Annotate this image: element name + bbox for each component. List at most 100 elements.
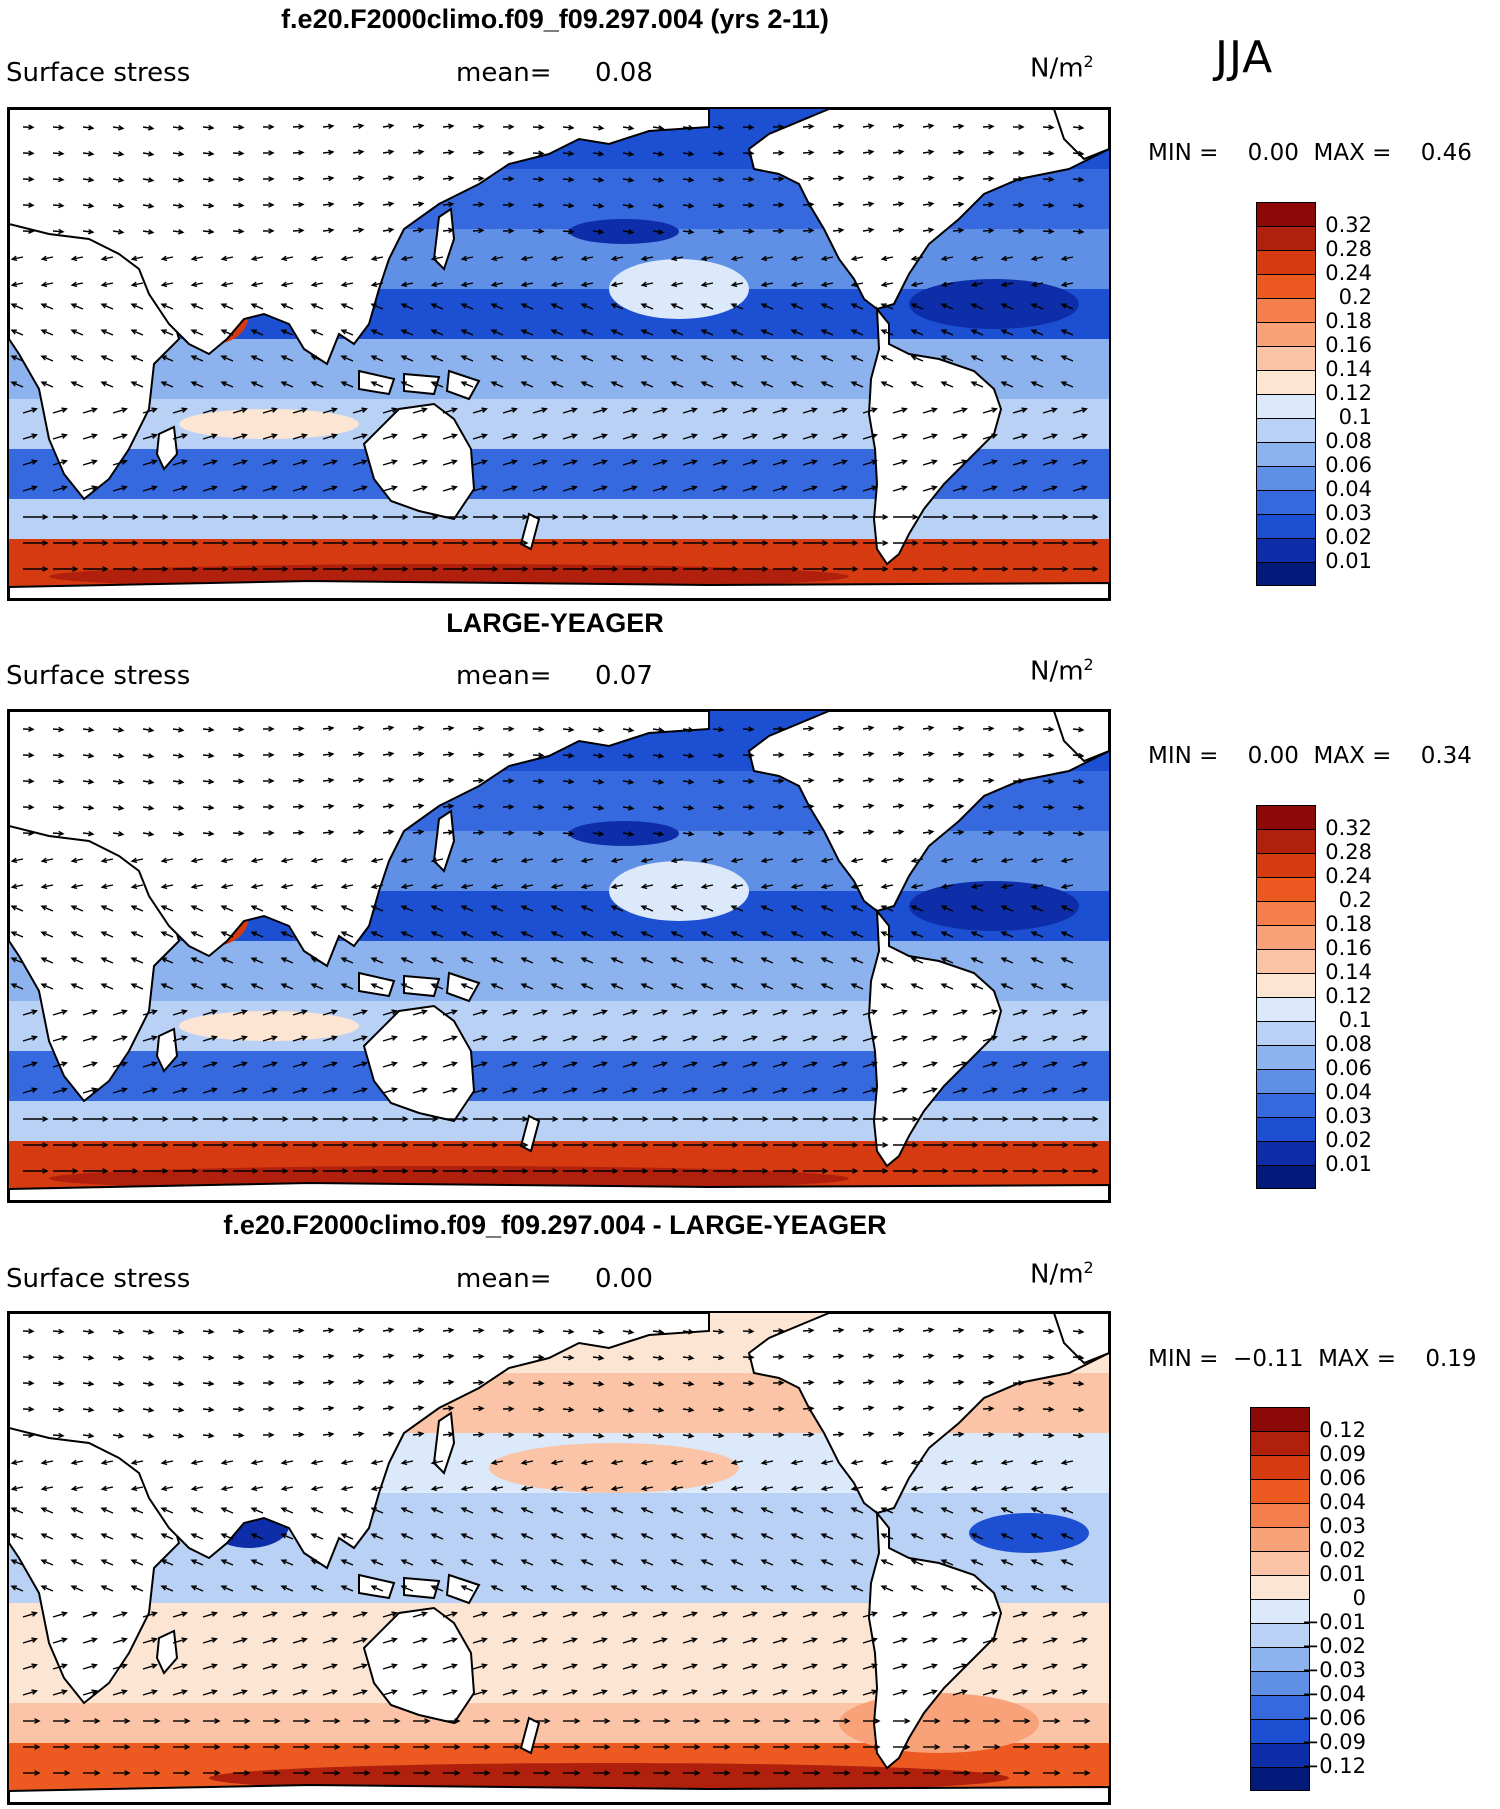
vector-arrowhead — [1030, 1533, 1037, 1539]
vector-arrow — [352, 1612, 367, 1618]
vector-arrowhead — [1000, 905, 1007, 911]
vector-arrowhead — [972, 514, 979, 520]
vector-arrowhead — [1051, 407, 1058, 413]
vector-arrow — [712, 832, 724, 835]
vector-arrowhead — [880, 355, 887, 361]
vector-arrowhead — [642, 540, 649, 546]
coastline — [155, 1027, 179, 1073]
vector-arrow — [1031, 355, 1044, 362]
vector-arrowhead — [957, 725, 965, 732]
vector-arrow — [172, 1062, 187, 1068]
mean-value: 0.00 — [595, 1264, 653, 1294]
vector-arrowhead — [544, 1718, 551, 1724]
vector-arrow — [461, 983, 474, 990]
vector-arrow — [731, 1533, 744, 1540]
vector-arrow — [682, 754, 693, 757]
vector-arrowhead — [970, 883, 978, 890]
vector-arrowhead — [964, 1718, 971, 1724]
colorbar-swatch — [1250, 1743, 1310, 1767]
vector-arrow — [742, 1612, 757, 1618]
vector-arrow — [262, 1664, 277, 1670]
vector-arrowhead — [1051, 1061, 1058, 1067]
vector-arrow — [611, 1585, 624, 1592]
vector-arrow — [912, 858, 924, 862]
vector-arrow — [232, 1330, 244, 1333]
vector-arrowhead — [721, 1035, 728, 1041]
vector-arrow — [701, 905, 714, 912]
vector-arrowhead — [271, 1061, 278, 1067]
vector-arrowhead — [867, 201, 875, 207]
vector-arrowhead — [991, 1009, 998, 1015]
vector-arrow — [22, 1612, 37, 1618]
vector-arrowhead — [850, 1533, 857, 1539]
vector-arrowhead — [147, 1407, 155, 1413]
vector-arrowhead — [552, 1142, 559, 1148]
vector-arrowhead — [627, 177, 635, 183]
vector-arrowhead — [160, 303, 167, 309]
vector-arrowhead — [508, 1354, 515, 1360]
vector-arrow — [112, 1408, 123, 1412]
vector-arrowhead — [327, 1431, 335, 1438]
vector-arrow — [1031, 957, 1044, 964]
vector-arrowhead — [610, 905, 617, 911]
vector-arrowhead — [310, 329, 317, 335]
vector-arrowhead — [151, 1689, 158, 1695]
vector-arrowhead — [430, 883, 438, 890]
vector-arrowhead — [991, 485, 998, 491]
vector-arrow — [352, 1010, 367, 1016]
vector-arrow — [352, 460, 367, 466]
vector-arrow — [461, 957, 474, 964]
vector-arrowhead — [880, 303, 887, 309]
vector-arrowhead — [568, 1380, 575, 1387]
vector-arrowhead — [897, 829, 905, 835]
vector-arrowhead — [28, 778, 35, 784]
vector-arrow — [592, 178, 603, 181]
vector-arrowhead — [880, 957, 887, 963]
vector-arrowhead — [910, 1559, 917, 1565]
vector-arrow — [142, 806, 154, 810]
vector-arrowhead — [841, 1637, 848, 1643]
vector-arrowhead — [357, 149, 365, 155]
vector-arrowhead — [760, 1459, 768, 1466]
vector-arrow — [382, 228, 394, 232]
vector-arrow — [611, 957, 624, 964]
vector-arrow — [341, 931, 354, 938]
vector-arrowhead — [177, 727, 185, 733]
vector-arrow — [761, 1533, 774, 1540]
vector-arrowhead — [927, 227, 935, 233]
vector-arrow — [312, 858, 324, 862]
vector-arrow — [592, 434, 607, 440]
vector-arrow — [1072, 1638, 1087, 1644]
vector-arrowhead — [910, 1533, 917, 1539]
vector-arrow — [791, 1507, 804, 1514]
vector-arrow — [102, 884, 114, 888]
vector-arrowhead — [460, 857, 468, 864]
vector-arrowhead — [850, 983, 857, 989]
vector-arrowhead — [811, 1087, 818, 1093]
vector-arrowhead — [790, 381, 797, 387]
wind-stress-vectors — [10, 1327, 1091, 1776]
vector-arrow — [562, 806, 574, 809]
vector-arrowhead — [874, 1718, 881, 1724]
vector-arrowhead — [574, 1744, 581, 1750]
vector-arrow — [731, 329, 744, 336]
vector-arrow — [491, 1585, 504, 1592]
vector-arrowhead — [957, 1379, 965, 1386]
vector-arrowhead — [910, 905, 917, 911]
vector-arrow — [851, 905, 864, 912]
vector-arrowhead — [732, 566, 739, 572]
vector-arrowhead — [190, 1585, 197, 1591]
vector-arrow — [581, 931, 594, 938]
vector-arrowhead — [994, 1718, 1001, 1724]
vector-arrow — [532, 434, 547, 440]
vector-arrow — [492, 282, 504, 286]
vector-arrowhead — [580, 281, 588, 288]
vector-arrowhead — [1051, 485, 1058, 491]
vector-arrowhead — [790, 857, 798, 864]
vector-arrow — [1042, 1010, 1057, 1016]
vector-arrow — [652, 780, 664, 784]
colorbar-tick-label: 0.06 — [1325, 1056, 1372, 1080]
vector-arrow — [191, 957, 204, 964]
vector-arrow — [592, 408, 607, 414]
vector-arrowhead — [1078, 228, 1085, 235]
